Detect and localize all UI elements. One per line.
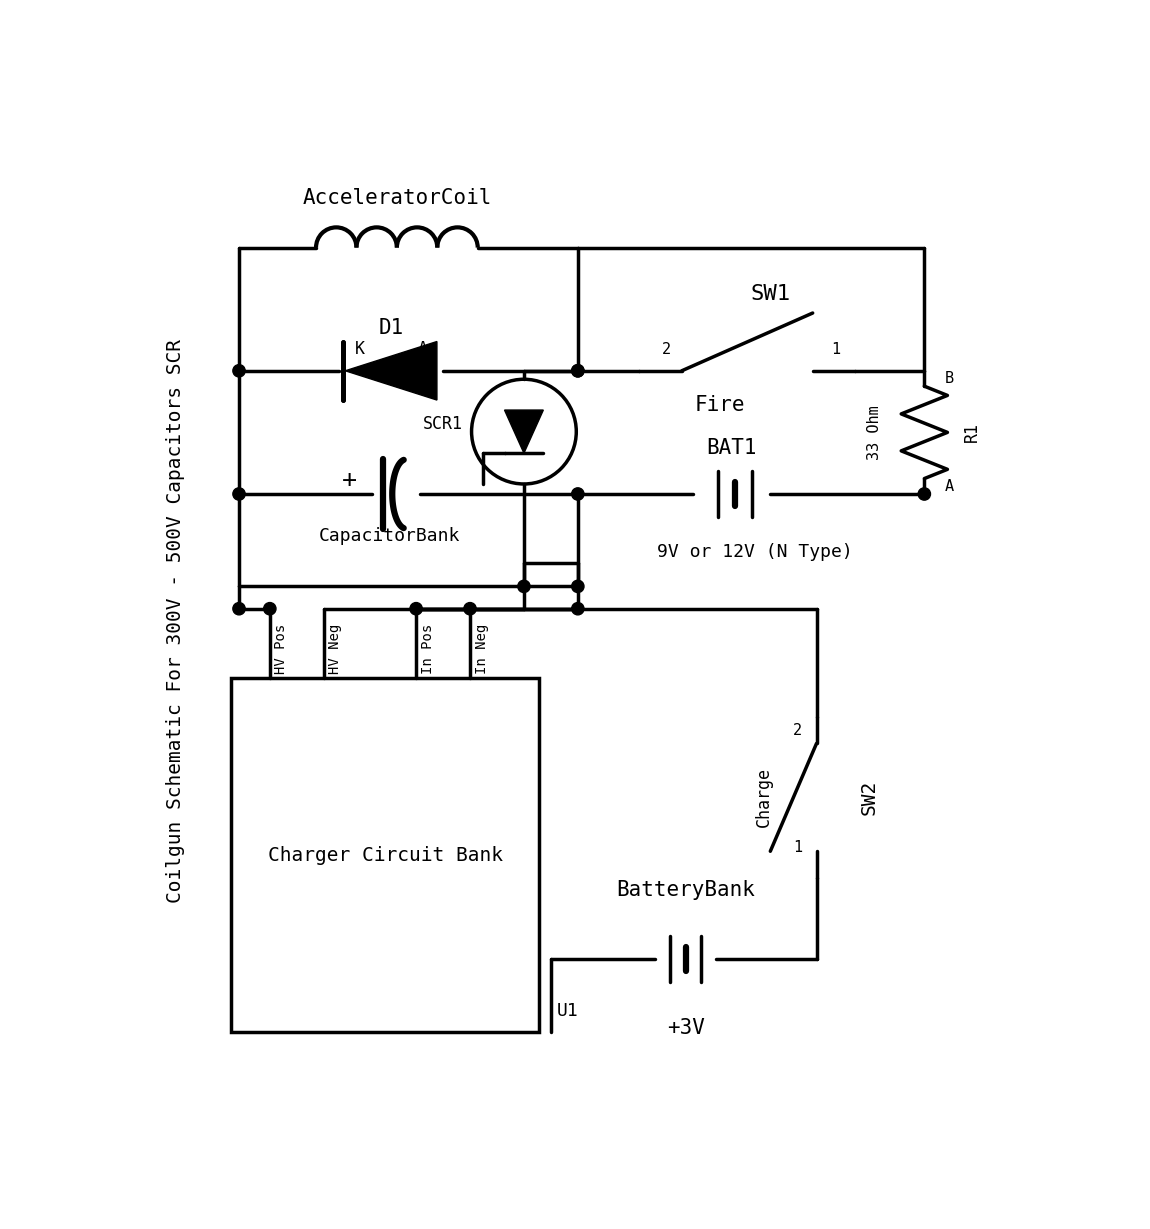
Text: +: + xyxy=(342,468,356,492)
Text: BatteryBank: BatteryBank xyxy=(616,880,756,900)
Text: AcceleratorCoil: AcceleratorCoil xyxy=(302,188,491,208)
Text: U1: U1 xyxy=(557,1002,578,1020)
Text: D1: D1 xyxy=(378,318,404,338)
Circle shape xyxy=(572,365,584,377)
Text: 2: 2 xyxy=(792,723,802,737)
Circle shape xyxy=(572,580,584,592)
Text: A: A xyxy=(944,479,953,494)
Circle shape xyxy=(572,602,584,614)
Circle shape xyxy=(572,488,584,500)
Text: HV Neg: HV Neg xyxy=(329,624,343,675)
Text: 2: 2 xyxy=(661,342,670,356)
Text: In Pos: In Pos xyxy=(421,624,435,675)
Text: BAT1: BAT1 xyxy=(706,438,757,457)
Text: B: B xyxy=(944,371,953,386)
Text: Coilgun Schematic For 300V - 500V Capacitors SCR: Coilgun Schematic For 300V - 500V Capaci… xyxy=(167,339,185,903)
Text: SCR1: SCR1 xyxy=(423,415,463,433)
Text: In Neg: In Neg xyxy=(475,624,489,675)
Circle shape xyxy=(572,365,584,377)
Circle shape xyxy=(232,602,245,614)
Text: 9V or 12V (N Type): 9V or 12V (N Type) xyxy=(657,543,853,560)
Text: 33 Ohm: 33 Ohm xyxy=(867,406,882,460)
Text: +3V: +3V xyxy=(667,1019,705,1039)
Circle shape xyxy=(263,602,276,614)
Text: A: A xyxy=(417,340,428,358)
Text: HV Pos: HV Pos xyxy=(275,624,289,675)
Text: K: K xyxy=(355,340,365,358)
Text: SW2: SW2 xyxy=(859,779,879,815)
Bar xyxy=(231,678,539,1032)
Circle shape xyxy=(518,580,530,592)
Polygon shape xyxy=(505,410,543,454)
Circle shape xyxy=(232,488,245,500)
Text: Charge: Charge xyxy=(756,767,773,827)
Text: 1: 1 xyxy=(792,839,802,855)
Circle shape xyxy=(918,488,930,500)
Text: CapacitorBank: CapacitorBank xyxy=(319,527,460,546)
Text: 1: 1 xyxy=(831,342,841,356)
Text: Charger Circuit Bank: Charger Circuit Bank xyxy=(268,846,503,865)
Circle shape xyxy=(409,602,422,614)
Circle shape xyxy=(232,365,245,377)
Text: R1: R1 xyxy=(963,423,981,442)
Polygon shape xyxy=(345,342,437,401)
Text: Fire: Fire xyxy=(695,396,745,415)
Text: SW1: SW1 xyxy=(750,284,790,304)
Circle shape xyxy=(463,602,476,614)
